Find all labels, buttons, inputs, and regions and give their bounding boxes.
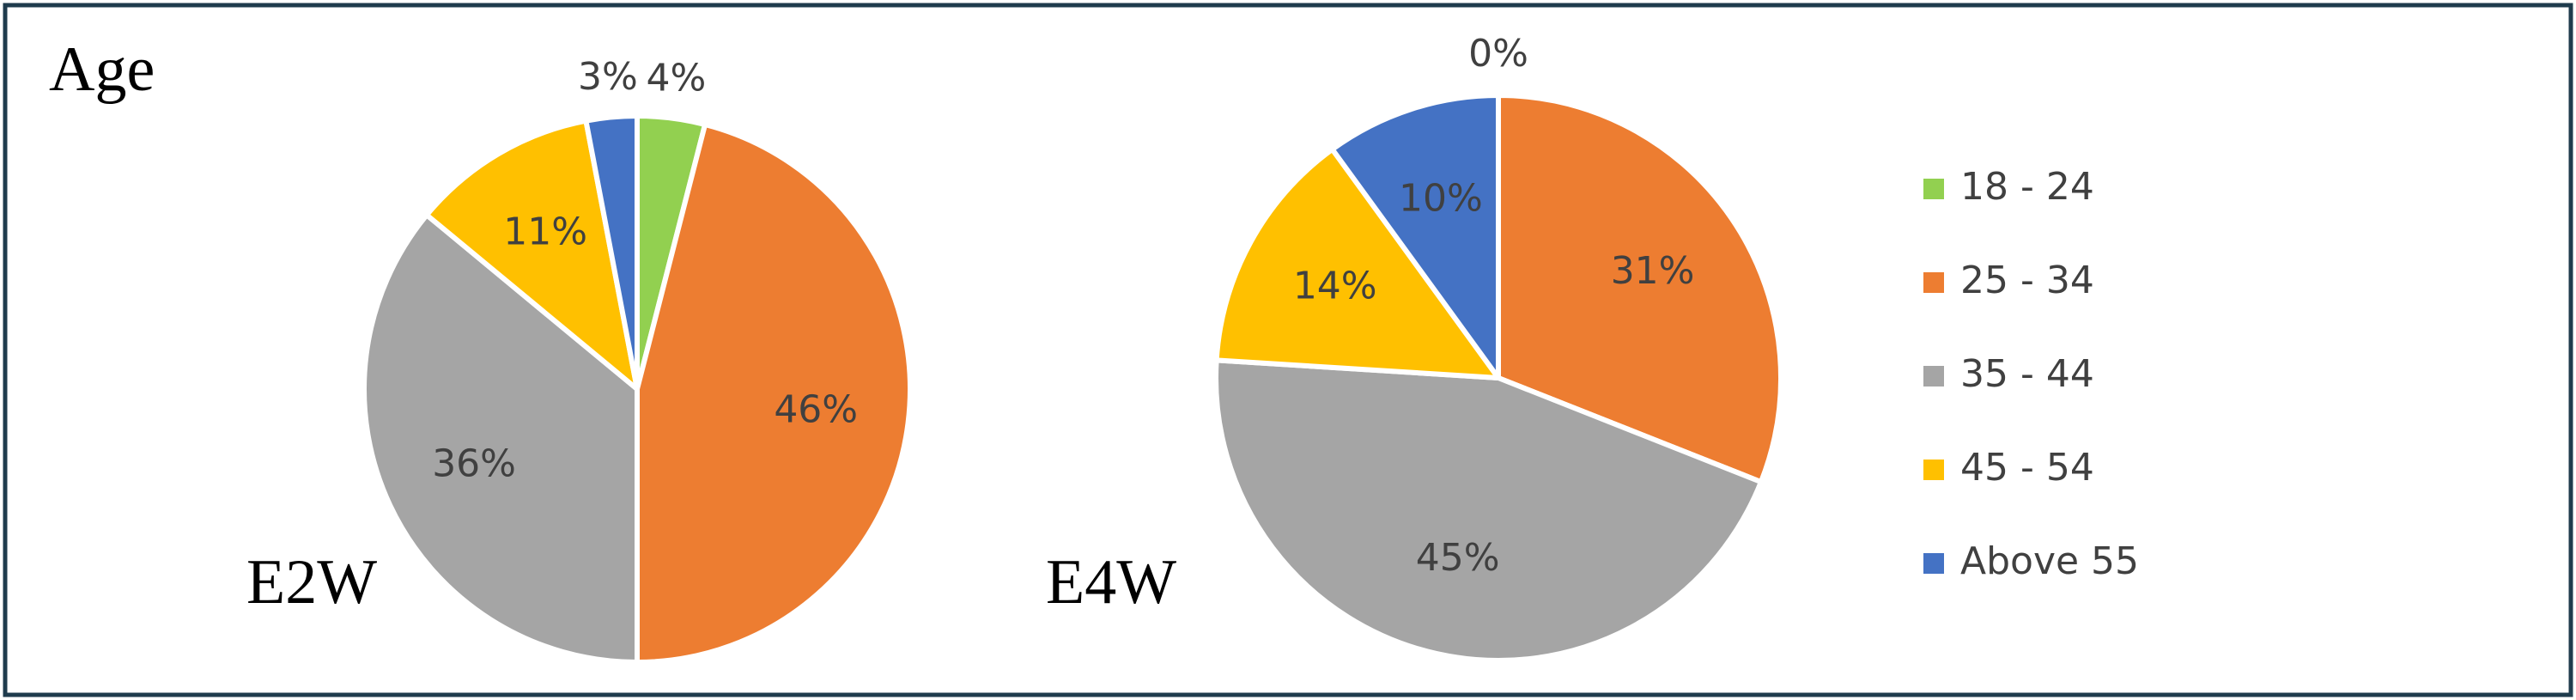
data-label: 14% [1293, 264, 1377, 307]
data-label: 36% [432, 441, 516, 485]
legend-marker [1923, 366, 1944, 387]
legend-label: 45 - 54 [1960, 446, 2094, 490]
pie-slice [1496, 93, 1783, 485]
legend-marker [1923, 553, 1944, 574]
pie-slice [361, 212, 640, 665]
legend-label: 35 - 44 [1960, 352, 2094, 396]
data-label: 45% [1416, 536, 1500, 580]
data-label: 46% [774, 387, 858, 431]
pie-slice [583, 113, 640, 392]
pie-slice [635, 121, 913, 665]
legend-marker [1923, 460, 1944, 480]
data-label: 0% [1468, 32, 1528, 76]
legend-label: Above 55 [1960, 539, 2139, 583]
pie-label: E4W [1046, 547, 1176, 618]
legend-marker [1923, 179, 1944, 199]
chart-title: Age [49, 34, 155, 105]
pie-label: E2W [246, 547, 377, 618]
legend-label: 25 - 34 [1960, 259, 2094, 302]
data-label: 4% [647, 56, 707, 100]
pie-slice [1213, 357, 1764, 663]
pie-slice [1213, 146, 1501, 380]
data-label: 3% [578, 55, 638, 99]
legend-marker [1923, 272, 1944, 293]
data-label: 11% [503, 210, 587, 253]
data-label: 10% [1399, 176, 1483, 220]
data-label: 31% [1611, 249, 1695, 293]
pie-slice [423, 118, 640, 392]
legend-label: 18 - 24 [1960, 165, 2094, 209]
pie-slice [1329, 93, 1501, 380]
